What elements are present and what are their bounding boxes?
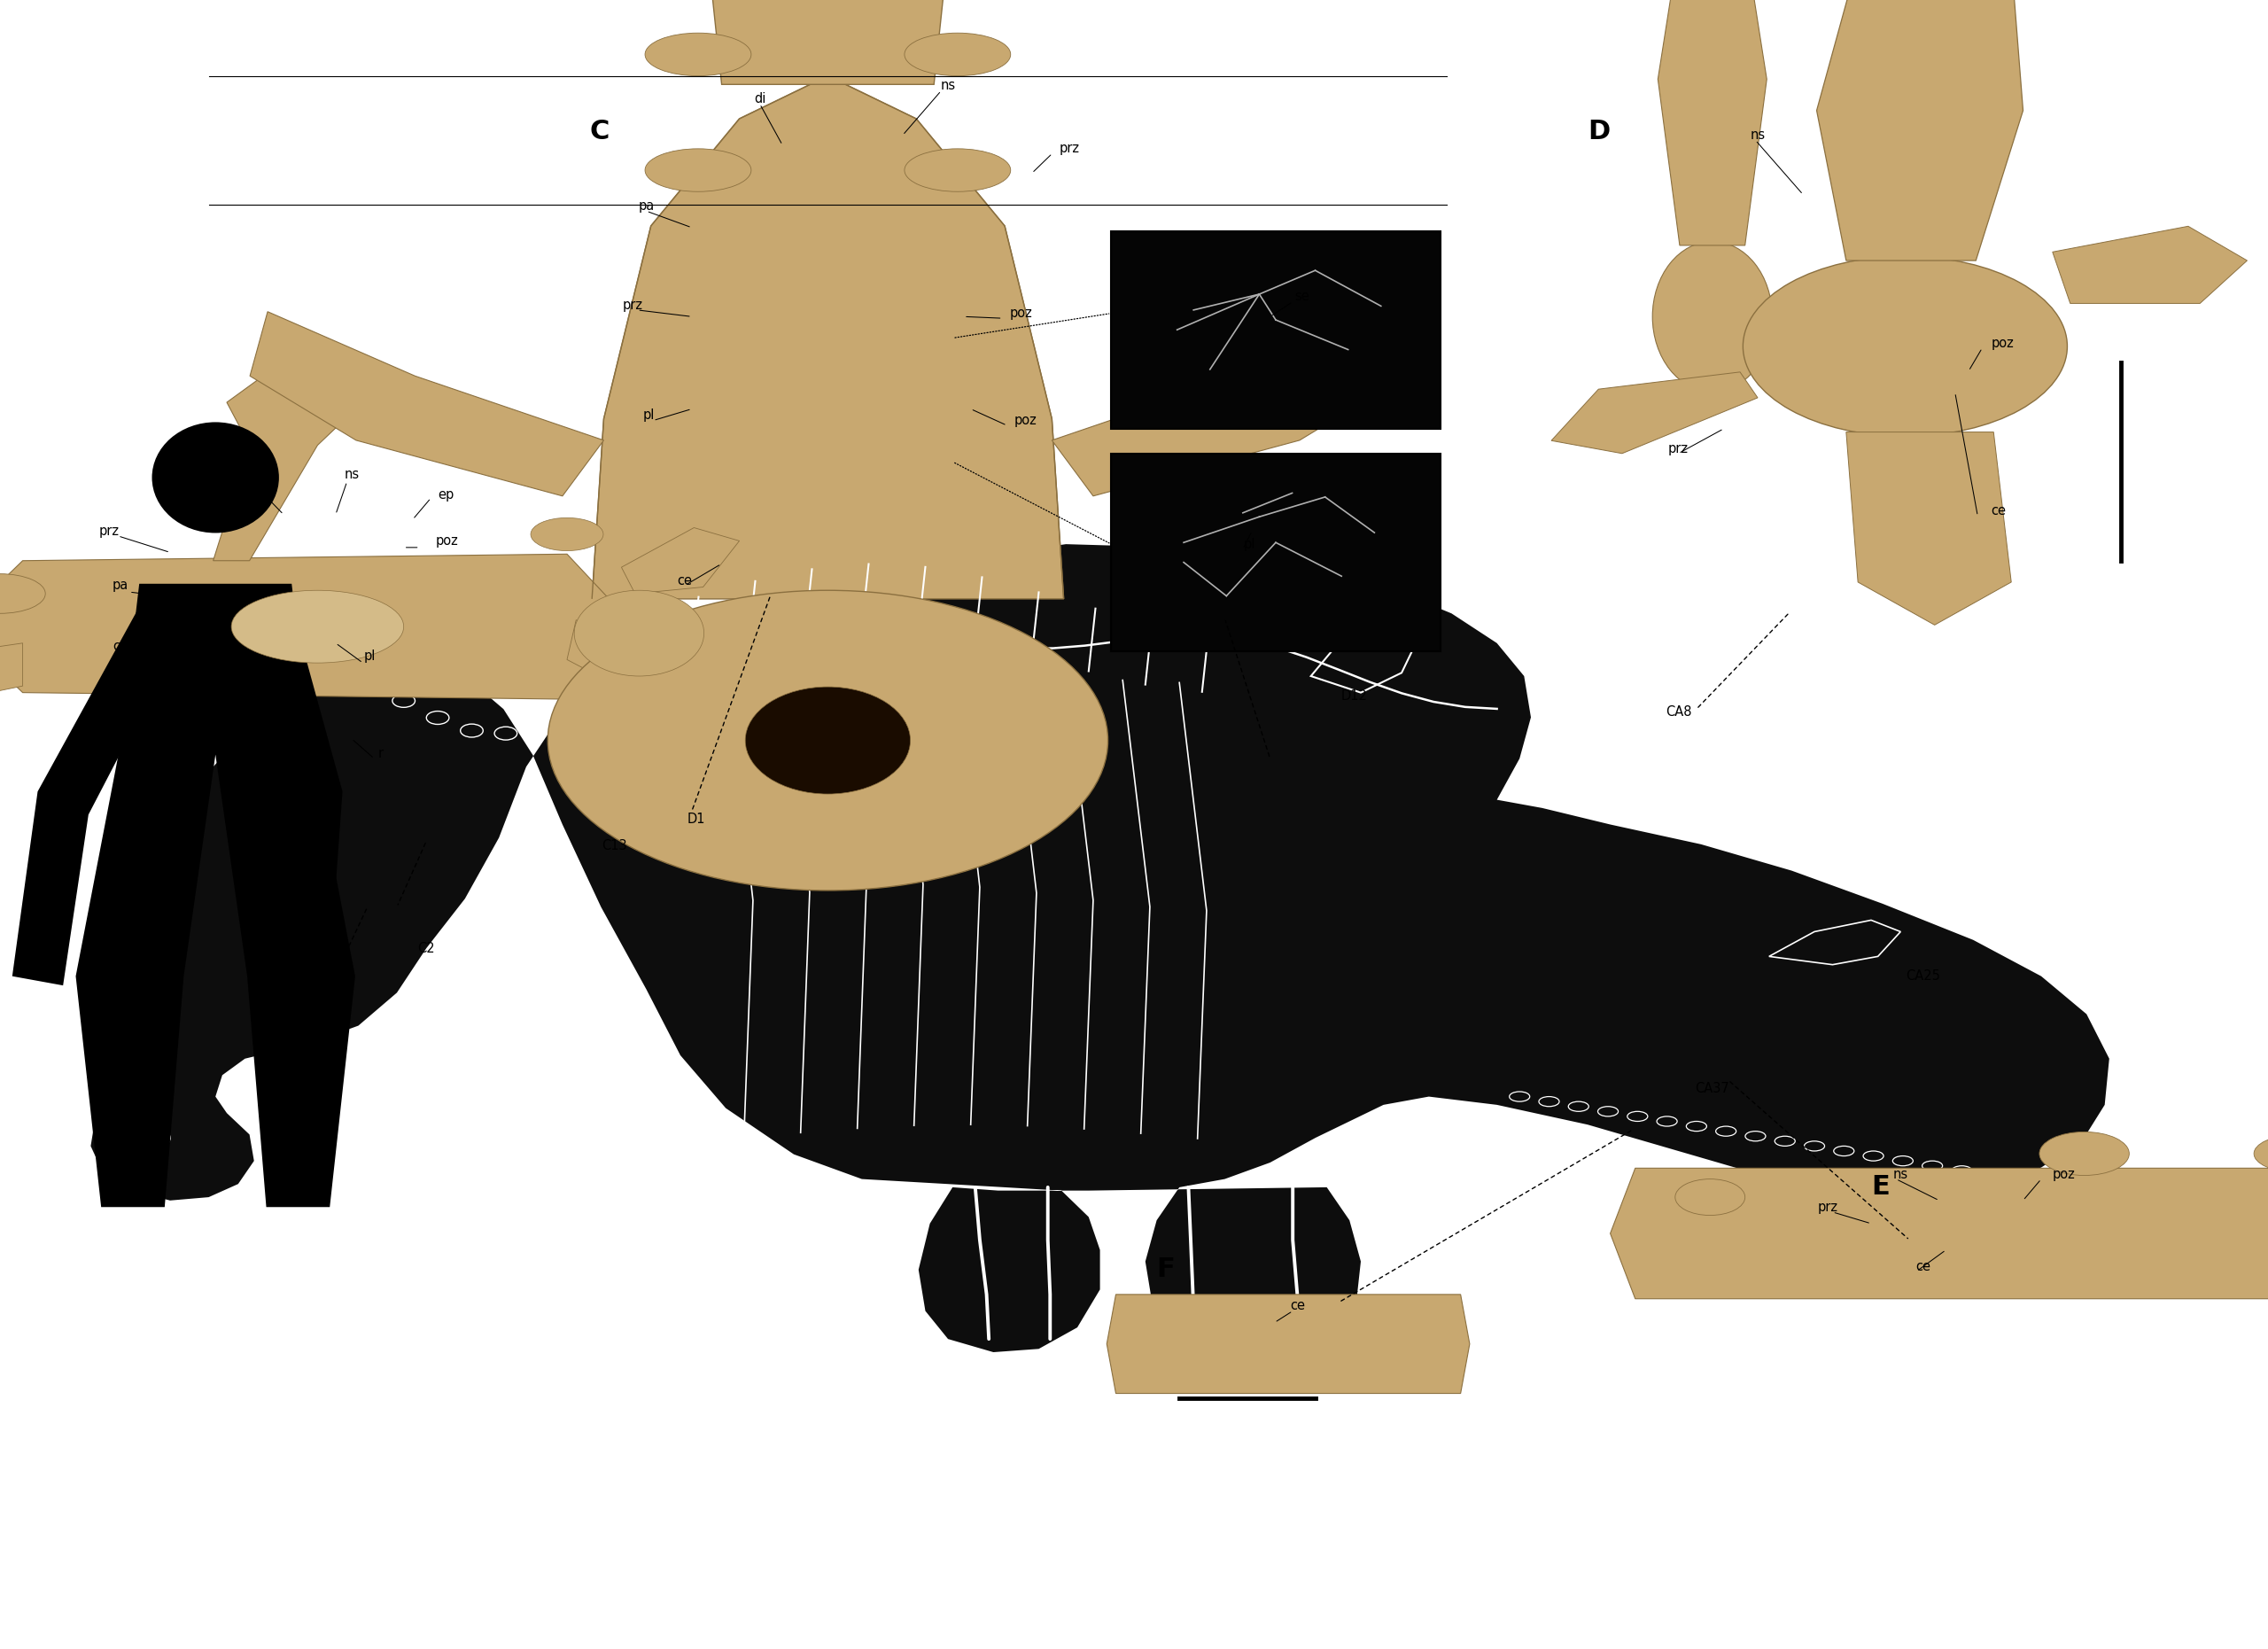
- Text: D12: D12: [1340, 689, 1368, 702]
- Polygon shape: [621, 528, 739, 594]
- Polygon shape: [91, 544, 2109, 1355]
- Polygon shape: [1817, 0, 2023, 261]
- Text: di: di: [753, 92, 767, 106]
- Text: C13: C13: [601, 839, 628, 853]
- Ellipse shape: [644, 148, 751, 191]
- Text: przepl: przepl: [236, 475, 277, 488]
- Polygon shape: [11, 607, 177, 986]
- Polygon shape: [0, 643, 23, 709]
- Polygon shape: [1052, 312, 1406, 496]
- Polygon shape: [592, 76, 1064, 599]
- Ellipse shape: [905, 33, 1012, 76]
- Polygon shape: [1107, 1294, 1470, 1393]
- Ellipse shape: [1653, 241, 1771, 392]
- Text: pl: pl: [642, 409, 655, 422]
- Polygon shape: [1610, 1167, 2268, 1299]
- Ellipse shape: [549, 590, 1107, 890]
- Text: E: E: [1871, 1174, 1889, 1200]
- Text: poz: poz: [1014, 414, 1036, 427]
- Ellipse shape: [0, 574, 45, 613]
- Text: B: B: [141, 646, 161, 673]
- Ellipse shape: [746, 686, 909, 795]
- Text: prz: prz: [624, 298, 642, 312]
- FancyBboxPatch shape: [1111, 453, 1440, 651]
- Ellipse shape: [644, 33, 751, 76]
- Ellipse shape: [2039, 1131, 2130, 1176]
- Text: ns: ns: [345, 468, 358, 482]
- Text: sp: sp: [129, 739, 143, 752]
- Polygon shape: [1551, 373, 1758, 453]
- Text: poz: poz: [1991, 336, 2014, 350]
- Text: pa: pa: [637, 200, 655, 213]
- Text: prz: prz: [1819, 1200, 1837, 1214]
- Text: prz: prz: [1059, 142, 1080, 155]
- Ellipse shape: [1744, 256, 2068, 437]
- Text: CA25: CA25: [1905, 970, 1941, 983]
- Text: poz: poz: [2053, 1167, 2075, 1181]
- Text: ce: ce: [1290, 1299, 1304, 1313]
- Text: ce: ce: [113, 640, 127, 653]
- Text: r: r: [379, 747, 383, 760]
- Text: se: se: [1295, 290, 1309, 303]
- Polygon shape: [0, 554, 635, 699]
- Polygon shape: [75, 584, 356, 1207]
- Text: D: D: [1588, 119, 1610, 145]
- Text: ep: ep: [438, 488, 454, 501]
- Polygon shape: [1846, 432, 2012, 625]
- Ellipse shape: [1676, 1179, 1744, 1215]
- Text: C: C: [590, 119, 610, 145]
- Ellipse shape: [152, 422, 279, 533]
- Text: F: F: [1157, 1257, 1175, 1283]
- Text: pl: pl: [363, 650, 376, 663]
- Polygon shape: [699, 0, 957, 84]
- Text: poz: poz: [1009, 307, 1032, 320]
- Ellipse shape: [905, 148, 1012, 191]
- Ellipse shape: [2254, 1136, 2268, 1172]
- Text: ce: ce: [1991, 505, 2007, 518]
- Polygon shape: [249, 312, 603, 496]
- Polygon shape: [2053, 226, 2248, 303]
- Text: ce: ce: [1916, 1260, 1930, 1273]
- Text: prz: prz: [1669, 442, 1687, 455]
- Text: pa: pa: [111, 579, 129, 592]
- Polygon shape: [240, 607, 342, 976]
- Ellipse shape: [231, 590, 404, 663]
- Text: ce: ce: [678, 574, 692, 587]
- Text: A: A: [141, 886, 161, 912]
- Text: ns: ns: [941, 79, 955, 92]
- Text: ns: ns: [1751, 129, 1765, 142]
- Text: CA37: CA37: [1694, 1082, 1730, 1095]
- Text: pl: pl: [1243, 538, 1256, 551]
- FancyBboxPatch shape: [1111, 231, 1440, 429]
- Polygon shape: [213, 369, 376, 561]
- Polygon shape: [567, 620, 830, 759]
- Ellipse shape: [531, 518, 603, 551]
- Text: prz: prz: [100, 524, 118, 538]
- Text: C2: C2: [417, 942, 435, 955]
- Text: D1: D1: [687, 813, 705, 826]
- Text: poz: poz: [435, 534, 458, 547]
- Text: CA8: CA8: [1665, 706, 1692, 719]
- Ellipse shape: [574, 590, 703, 676]
- Polygon shape: [1658, 0, 1767, 246]
- Text: ns: ns: [1894, 1167, 1907, 1181]
